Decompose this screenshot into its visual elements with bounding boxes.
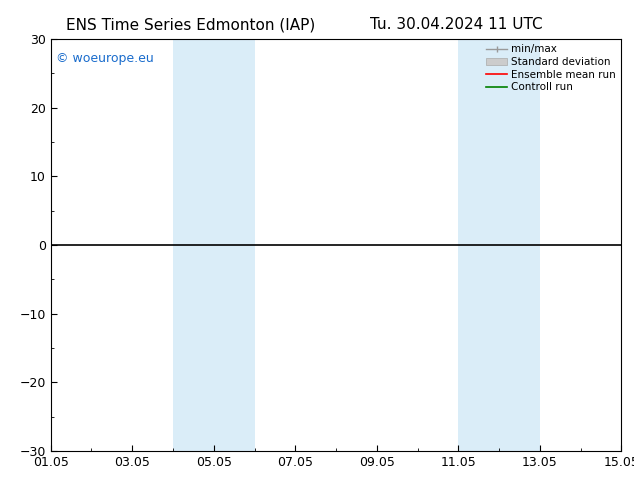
Legend: min/max, Standard deviation, Ensemble mean run, Controll run: min/max, Standard deviation, Ensemble me…	[484, 42, 618, 94]
Text: ENS Time Series Edmonton (IAP): ENS Time Series Edmonton (IAP)	[65, 17, 315, 32]
Text: Tu. 30.04.2024 11 UTC: Tu. 30.04.2024 11 UTC	[370, 17, 543, 32]
Text: © woeurope.eu: © woeurope.eu	[56, 51, 154, 65]
Bar	[458, 39, 540, 451]
Bar	[173, 39, 254, 451]
